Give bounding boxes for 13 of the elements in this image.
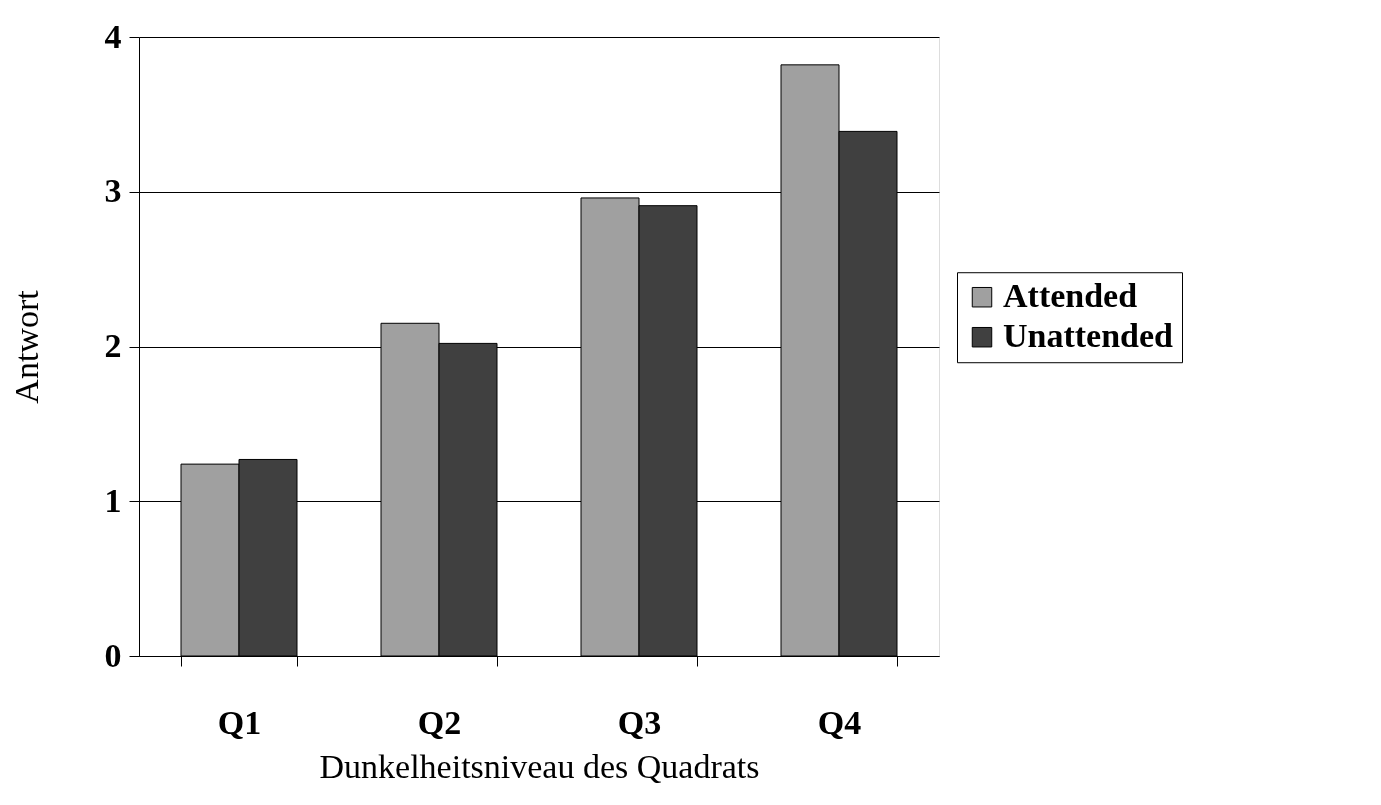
y-axis-title: Antwort <box>7 289 45 404</box>
x-tick-label: Q3 <box>617 703 662 741</box>
y-tick-label: 0 <box>104 636 122 674</box>
y-tick-label: 2 <box>104 327 122 364</box>
legend-label: Attended <box>1003 277 1138 315</box>
x-axis-title: Dunkelheitsniveau des Quadrats <box>319 747 760 785</box>
y-tick-label: 4 <box>104 17 122 55</box>
x-tick-label: Q2 <box>417 703 462 741</box>
x-tick-label: Q1 <box>217 703 262 741</box>
y-tick-label: 1 <box>104 481 122 519</box>
x-tick-label: Q4 <box>817 703 862 741</box>
legend-label: Unattended <box>1003 317 1174 355</box>
y-tick-label: 3 <box>104 172 122 210</box>
